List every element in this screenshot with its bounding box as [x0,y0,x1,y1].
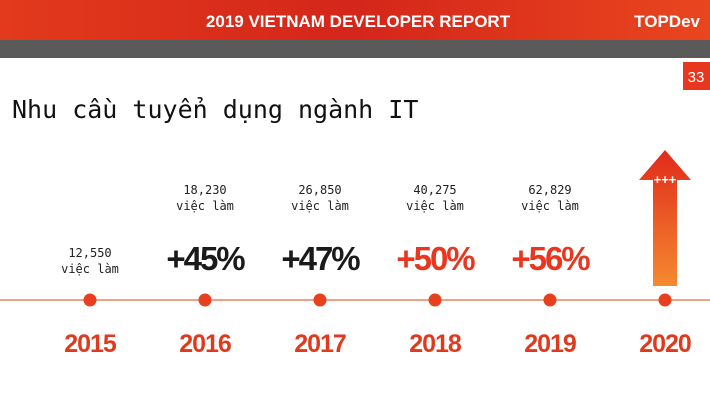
jobs-count: 62,829 [528,183,571,197]
jobs-count: 26,850 [298,183,341,197]
jobs-unit: việc làm [61,262,119,276]
year: 2019 [524,330,576,358]
heading: Nhu cầu tuyển dụng ngành IT [12,95,418,124]
timeline-dot [83,293,97,307]
timeline: 2015 12,550 việc làm 2016 18,230 việc làm +45%… [61,150,692,358]
growth: +45% [166,240,245,277]
timeline-dot [543,293,557,307]
jobs-unit: việc làm [521,199,579,213]
page-number: 33 [688,69,705,86]
timeline-dot [428,293,442,307]
page-badge [683,62,710,90]
report-title: 2019 VIETNAM DEVELOPER REPORT [206,12,511,31]
year: 2020 [639,330,691,358]
jobs-unit: việc làm [291,199,349,213]
timeline-dot [198,293,212,307]
jobs-count: 40,275 [413,183,456,197]
growth-arrow [639,150,691,286]
jobs-unit: việc làm [176,199,234,213]
jobs-count: 18,230 [183,183,226,197]
logo: TOPDev [634,12,700,31]
header-shadow [0,40,710,58]
growth: +47% [281,240,360,277]
growth: +56% [511,240,590,277]
growth: +50% [396,240,475,277]
year: 2016 [179,330,231,358]
timeline-dot [658,293,672,307]
jobs-unit: việc làm [406,199,464,213]
header-bar [0,0,710,40]
arrow-label: +++ [654,172,677,187]
jobs-count: 12,550 [68,246,111,260]
year: 2015 [64,330,117,358]
year: 2017 [294,330,346,358]
year: 2018 [409,330,462,358]
timeline-dot [313,293,327,307]
